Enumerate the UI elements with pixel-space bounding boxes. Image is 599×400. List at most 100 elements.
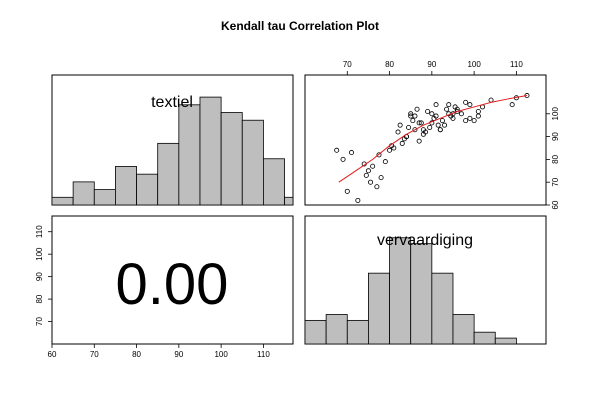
histogram-bar [368,272,390,345]
scatter-point [433,102,439,108]
scatter-point [475,108,481,114]
scatter-point [435,122,441,128]
scatter-point [509,102,515,108]
smoother-line [338,95,528,183]
scatter-point [349,150,355,156]
top-axis-tick-label: 100 [467,60,481,69]
histogram-bar [284,196,294,206]
scatter-point [433,113,439,119]
scatter-point [399,140,405,146]
scatter-point [458,111,464,117]
scatter-point [427,124,433,130]
right-axis-tick-label: 80 [551,154,560,163]
histogram-bar [304,319,327,345]
scatter-point [408,113,414,119]
left-axis-tick-label: 110 [35,225,44,238]
top-axis-tick-label: 80 [385,60,394,69]
panel-scatter [304,74,547,206]
scatter-point [425,108,431,114]
histogram-bar [136,173,159,206]
scatter-point [420,131,426,137]
axes: 60 70 80 90 100 110 70 80 90 100 110 60 70 80 90 100 70 8… [35,60,560,359]
scatter-point [355,197,361,203]
scatter-point [387,147,393,153]
histogram-bar [410,243,433,345]
x-axis-tick-label: 110 [257,350,270,359]
histogram-bar [431,272,454,345]
scatter-point [463,99,469,105]
scatter-point [408,111,414,117]
scatter-point [412,127,418,133]
left-axis-tick-label: 90 [35,272,44,281]
top-axis-tick-label: 70 [343,60,352,69]
scatter-point [363,172,369,178]
variable-label-vervaardiging: vervaardiging [377,232,473,249]
histogram-vervaardiging [304,237,517,345]
scatter-point [471,118,477,124]
scatter-point [467,115,473,121]
scatter-point [444,106,450,112]
scatter-point [365,168,371,174]
scatter-point [442,122,448,128]
scatter-point [376,152,382,158]
correlation-value: 0.00 [116,252,229,317]
chart-title: Kendall tau Correlation Plot [221,19,379,33]
x-axis-tick-label: 80 [132,350,141,359]
scatter-point [414,106,420,112]
right-axis-tick-label: 70 [551,177,560,186]
scatter-point [334,147,340,153]
scatter-point [412,113,418,119]
histogram-textiel [51,96,294,206]
scatter-point [395,129,401,135]
right-axis-tick-label: 90 [551,132,560,141]
histogram-bar [325,314,348,345]
histogram-bar [72,181,95,206]
scatter-point [437,127,443,133]
scatter-point [397,122,403,128]
scatter-point [340,156,346,162]
histogram-bar [452,314,475,345]
scatter-point [370,163,376,169]
left-axis-tick-label: 100 [35,247,44,261]
scatter-point [454,108,460,114]
histogram-bar [178,104,201,206]
scatter-point [463,118,469,124]
histogram-bar [263,158,285,206]
scatter-point [416,138,422,144]
histogram-bar [389,237,412,345]
right-axis-tick-label: 100 [551,107,560,121]
histogram-bar [157,142,180,206]
right-axis-tick-label: 60 [551,200,560,209]
scatter-point [382,159,388,165]
histogram-bar [199,96,222,206]
scatter-point [378,175,384,181]
x-axis-tick-label: 100 [214,350,228,359]
scatter-point [475,113,481,119]
scatter-point [418,120,424,126]
histogram-bar [93,189,116,206]
scatter-points [334,93,530,203]
variable-label-textiel: textiel [151,94,193,111]
x-axis-tick-label: 70 [90,350,99,359]
left-axis-tick-label: 70 [35,317,44,326]
top-axis-tick-label: 110 [510,60,523,69]
histogram-bar [494,337,517,345]
left-axis-tick-label: 80 [35,294,44,303]
x-axis-tick-label: 90 [174,350,183,359]
scatter-point [488,97,494,103]
scatter-point [368,179,374,185]
histogram-bar [220,112,243,206]
scatter-point [429,111,435,117]
scatter-point [410,118,416,124]
histogram-bar [473,331,496,345]
x-axis-tick-label: 60 [48,350,57,359]
histogram-bar [346,319,369,345]
scatter-point [467,102,473,108]
scatter-point [374,184,380,190]
scatter-point [406,124,412,130]
scatter-point [439,118,445,124]
scatter-point [416,120,422,126]
histogram-bar [241,119,264,206]
scatter-point [344,188,350,194]
